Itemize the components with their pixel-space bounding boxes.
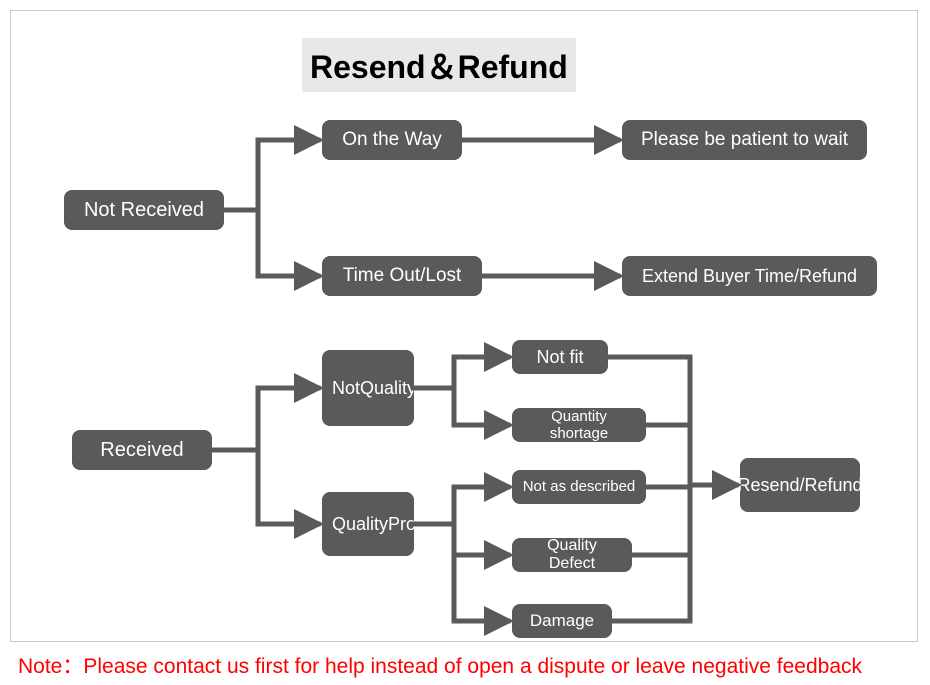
- node-received: Received: [72, 430, 212, 470]
- node-resend-refund: Resend/Refund: [740, 458, 860, 512]
- node-please-wait: Please be patient to wait: [622, 120, 867, 160]
- node-not-fit: Not fit: [512, 340, 608, 374]
- diagram-frame: [10, 10, 918, 642]
- node-not-quality: NotQualityProblem: [322, 350, 414, 426]
- footer-note: Note：Please contact us first for help in…: [18, 650, 862, 680]
- node-not-described: Not as described: [512, 470, 646, 504]
- node-extend-refund: Extend Buyer Time/Refund: [622, 256, 877, 296]
- node-quantity-shortage: Quantity shortage: [512, 408, 646, 442]
- diagram-title: Resend＆Refund: [302, 38, 576, 92]
- node-not-received: Not Received: [64, 190, 224, 230]
- node-time-out-lost: Time Out/Lost: [322, 256, 482, 296]
- node-damage: Damage: [512, 604, 612, 638]
- node-on-the-way: On the Way: [322, 120, 462, 160]
- node-quality-defect: Quality Defect: [512, 538, 632, 572]
- node-quality: QualityProblem: [322, 492, 414, 556]
